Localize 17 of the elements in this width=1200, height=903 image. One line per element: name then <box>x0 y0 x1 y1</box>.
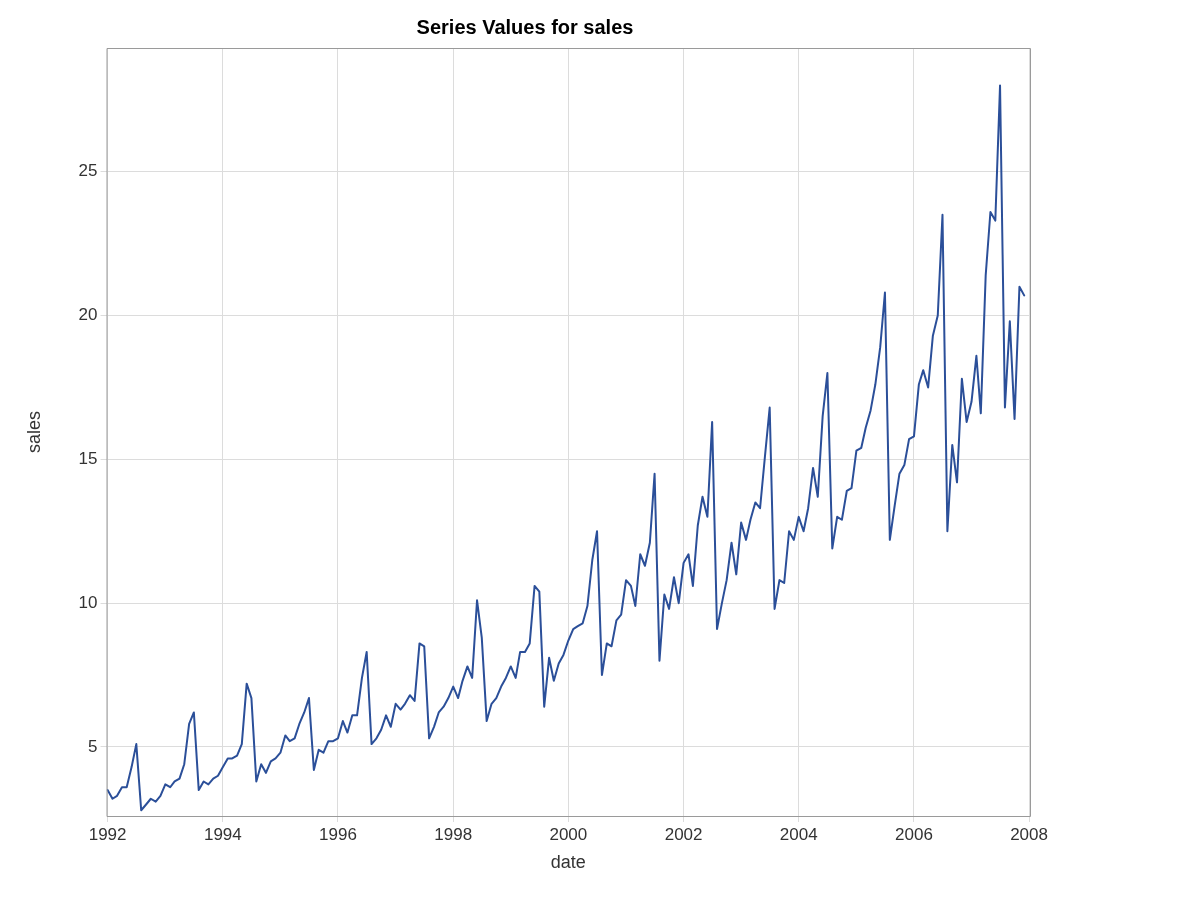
y-tick-label: 5 <box>88 736 98 756</box>
x-axis-title: date <box>550 852 586 873</box>
y-axis-title: sales <box>23 410 44 454</box>
y-tick-label: 15 <box>78 449 98 469</box>
x-tick-label: 1992 <box>88 824 127 844</box>
x-tick-label: 1998 <box>434 824 473 844</box>
x-tick-label: 2006 <box>895 824 933 844</box>
x-tick-label: 1994 <box>203 824 242 844</box>
x-tick-label: 2004 <box>779 824 818 844</box>
chart-title: Series Values for sales <box>416 15 634 38</box>
x-tick-label: 2000 <box>549 824 588 844</box>
y-tick-label: 20 <box>78 305 98 325</box>
x-tick-label: 2008 <box>1010 824 1048 844</box>
y-tick-label: 25 <box>78 161 98 181</box>
x-tick-label: 1996 <box>319 824 357 844</box>
y-tick-label: 10 <box>78 592 98 612</box>
x-tick-label: 2002 <box>664 824 703 844</box>
